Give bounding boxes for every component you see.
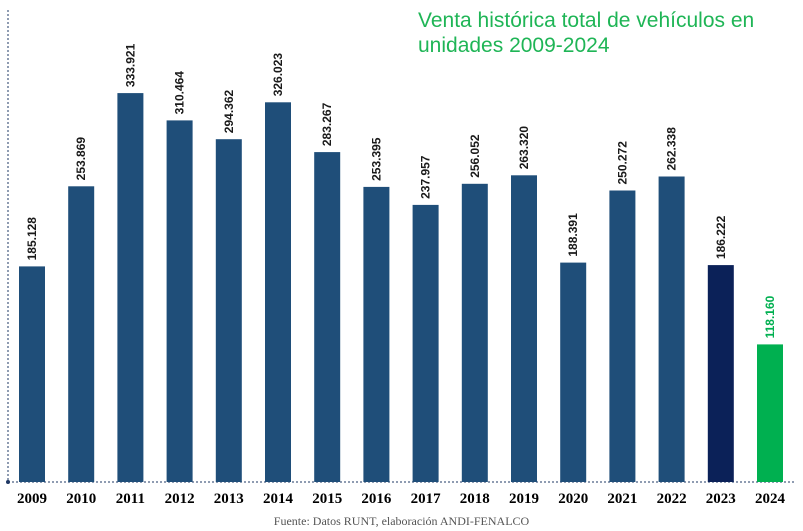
x-tick-label-2015: 2015: [312, 491, 342, 507]
bar-2024: [757, 344, 783, 482]
x-tick-label-2011: 2011: [116, 491, 145, 507]
value-label-2009: 185.128: [25, 217, 39, 261]
bar-2011: [117, 93, 144, 482]
bar-2020: [560, 262, 587, 482]
x-tick-label-2022: 2022: [657, 491, 687, 507]
value-label-2017: 237.957: [419, 155, 433, 199]
bar-2023: [707, 265, 734, 482]
value-labels-group: 185.128 253.869 333.921 310.464 294.362 326.0…: [25, 43, 777, 338]
x-tick-label-2016: 2016: [361, 491, 392, 507]
value-label-2012: 310.464: [173, 71, 187, 115]
bar-2022: [658, 176, 685, 482]
x-tick-label-2014: 2014: [263, 491, 294, 507]
value-label-2023: 186.222: [714, 215, 728, 259]
value-label-2019: 263.320: [517, 126, 531, 170]
x-tick-label-2024: 2024: [755, 491, 786, 507]
bar-2013: [215, 139, 242, 482]
axis-origin-marker: [6, 480, 10, 484]
value-label-2018: 256.052: [468, 134, 482, 178]
x-tick-label-2020: 2020: [558, 491, 588, 507]
value-label-2011: 333.921: [123, 43, 137, 87]
x-tick-label-2012: 2012: [165, 491, 195, 507]
x-tick-label-2019: 2019: [509, 491, 539, 507]
x-tick-label-2010: 2010: [66, 491, 96, 507]
bar-2016: [363, 186, 390, 482]
x-tick-label-2013: 2013: [214, 491, 244, 507]
bar-2021: [609, 190, 636, 482]
x-tick-label-2021: 2021: [607, 491, 637, 507]
value-label-2021: 250.272: [615, 141, 629, 185]
bar-2019: [511, 175, 537, 483]
bar-2010: [68, 186, 95, 483]
value-label-2024: 118.160: [763, 295, 777, 338]
value-label-2013: 294.362: [222, 89, 236, 133]
x-tick-label-2023: 2023: [706, 491, 736, 507]
bar-2017: [412, 204, 439, 482]
value-label-2010: 253.869: [74, 137, 88, 181]
bars-group: [19, 93, 783, 483]
value-label-2014: 326.023: [271, 53, 285, 97]
bar-2015: [314, 152, 341, 482]
value-label-2022: 262.338: [665, 127, 679, 171]
value-label-2020: 188.391: [566, 213, 580, 257]
x-tick-label-2017: 2017: [411, 491, 442, 507]
x-tick-label-2009: 2009: [17, 491, 47, 507]
bar-2012: [166, 120, 193, 483]
chart-title-line-2: unidades 2009-2024: [418, 34, 610, 57]
value-label-2016: 253.395: [369, 137, 383, 181]
bar-2009: [19, 266, 45, 482]
bar-2014: [265, 102, 291, 483]
x-tick-label-2018: 2018: [460, 491, 490, 507]
chart-title-line-1: Venta histórica total de vehículos en: [418, 9, 755, 32]
bar-2018: [461, 183, 488, 483]
source-note: Fuente: Datos RUNT, elaboración ANDI-FEN…: [273, 514, 530, 528]
value-label-2015: 283.267: [320, 102, 334, 146]
x-tick-labels-group: 2009 2010 2011 2012 2013 2014 2015 2016 2017 2018…: [17, 491, 786, 507]
